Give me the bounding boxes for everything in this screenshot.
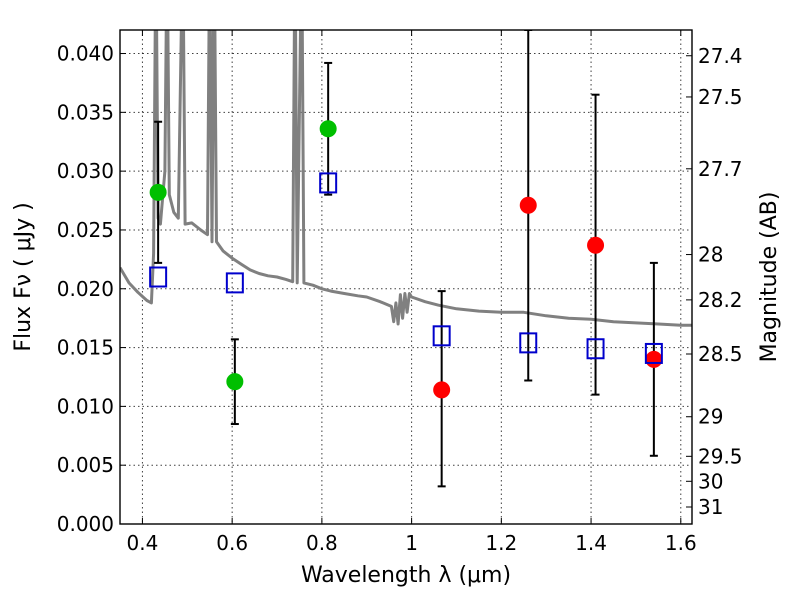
photometry-point: [226, 373, 244, 391]
x-tick-label: 0.6: [216, 531, 248, 555]
y-tick-label: 0.025: [57, 218, 114, 242]
x-tick-label: 0.8: [306, 531, 338, 555]
model-flux-square: [319, 172, 338, 194]
magnitude-tick-label: 29.5: [698, 444, 743, 468]
x-tick-label: 1.6: [665, 531, 697, 555]
y-tick-label: 0.000: [57, 512, 114, 536]
photometry-point: [587, 236, 605, 254]
y-tick-label: 0.020: [57, 277, 114, 301]
x-tick-label: 1.2: [485, 531, 517, 555]
magnitude-tick-label: 28.2: [698, 288, 743, 312]
y-tick-label: 0.030: [57, 159, 114, 183]
y-axis-ticks: 0.000 0.005 0.010 0.015 0.020 0.025 0.030 0.035…: [57, 42, 126, 536]
photometry-point: [433, 381, 451, 399]
photometry-point: [149, 183, 167, 201]
y-tick-label: 0.035: [57, 100, 114, 124]
photometry-point: [645, 350, 663, 368]
model-spectrum: [120, 30, 692, 327]
x-tick-label: 1.4: [575, 531, 607, 555]
magnitude-tick-label: 31: [698, 495, 723, 519]
model-flux-square: [586, 338, 605, 360]
magnitude-tick-label: 28: [698, 243, 723, 267]
photometry-point: [319, 120, 337, 138]
x-tick-label: 0.4: [127, 531, 159, 555]
y-tick-label: 0.005: [57, 453, 114, 477]
magnitude-axis-label: Magnitude (AB): [757, 192, 782, 363]
magnitude-tick-label: 27.7: [698, 157, 743, 181]
x-axis-ticks: 0.4 0.6 0.8 1 1.2 1.4 1.6: [127, 30, 697, 555]
model-flux-square: [225, 272, 244, 294]
model-flux-square: [644, 342, 663, 364]
data-markers: [149, 120, 663, 399]
magnitude-tick-label: 27.5: [698, 85, 743, 109]
grid-lines: [120, 30, 692, 525]
y-axis-label: Flux Fν ( μJy ): [11, 202, 36, 351]
error-bars: [154, 30, 658, 488]
magnitude-tick-label: 27.4: [698, 44, 743, 68]
y-tick-label: 0.015: [57, 336, 114, 360]
photometry-point: [519, 196, 537, 214]
y-tick-label: 0.040: [57, 42, 114, 66]
magnitude-tick-label: 30: [698, 469, 723, 493]
model-flux-square: [519, 332, 538, 354]
x-tick-label: 1: [405, 531, 418, 555]
x-axis-label: Wavelength λ (μm): [301, 563, 511, 588]
spectrum-line: [120, 30, 692, 327]
magnitude-tick-label: 28.5: [698, 342, 743, 366]
model-flux-square: [432, 325, 451, 347]
plot-frame: [119, 29, 693, 525]
magnitude-tick-label: 29: [698, 405, 723, 429]
y-tick-label: 0.010: [57, 394, 114, 418]
model-flux-square: [149, 266, 168, 288]
